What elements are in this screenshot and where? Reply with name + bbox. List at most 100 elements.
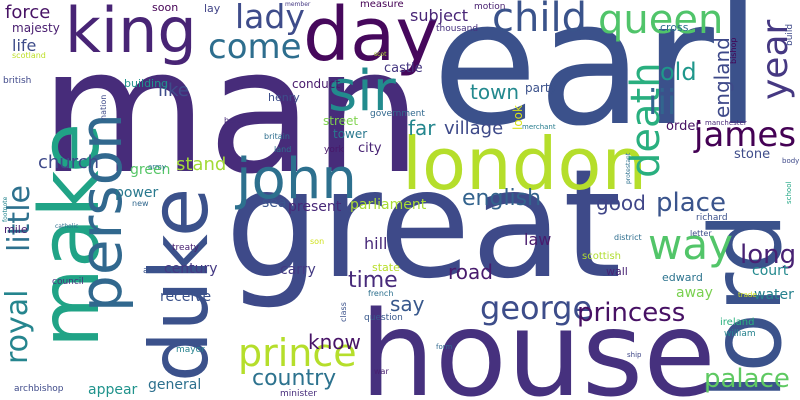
word-stone: stone bbox=[734, 147, 771, 162]
word-way: way bbox=[648, 220, 733, 269]
word-say: say bbox=[390, 292, 425, 316]
word-receive: receive bbox=[160, 289, 212, 305]
word-party: party bbox=[525, 81, 557, 95]
word-green: green bbox=[130, 162, 171, 178]
word-form: form bbox=[436, 343, 453, 351]
word-scot: scot bbox=[374, 51, 387, 58]
word-british: british bbox=[3, 76, 32, 86]
word-power: power bbox=[115, 185, 159, 201]
word-road: road bbox=[448, 260, 493, 284]
word-baron: baron bbox=[224, 116, 248, 125]
word-good: good bbox=[596, 191, 646, 215]
word-scottish: scottish bbox=[582, 251, 621, 262]
word-tower: tower bbox=[333, 127, 368, 141]
word-princess: princess bbox=[577, 298, 686, 328]
word-footnote: footnote bbox=[2, 196, 9, 222]
word-ship: ship bbox=[627, 351, 642, 359]
word-army: army bbox=[148, 163, 167, 171]
word-lady: lady bbox=[235, 0, 305, 36]
word-mile: mile bbox=[4, 223, 28, 236]
word-new: new bbox=[132, 199, 149, 208]
word-queen: queen bbox=[598, 0, 724, 43]
word-war: war bbox=[374, 367, 389, 376]
word-district: district bbox=[614, 233, 642, 242]
word-minister: minister bbox=[280, 389, 317, 399]
word-subject: subject bbox=[410, 6, 468, 25]
word-william: william bbox=[724, 329, 756, 339]
word-court: court bbox=[752, 263, 789, 279]
word-come: come bbox=[208, 27, 302, 67]
word-merchant: merchant bbox=[522, 123, 556, 131]
word-son: son bbox=[310, 237, 325, 246]
word-parliament: parliament bbox=[350, 197, 427, 213]
word-sea: sea bbox=[262, 195, 287, 211]
word-appear: appear bbox=[88, 382, 138, 398]
word-britain: britain bbox=[264, 132, 290, 141]
word-force: force bbox=[5, 2, 51, 23]
word-wall: wall bbox=[606, 265, 628, 278]
word-john: john bbox=[236, 147, 357, 212]
word-conduct: conduct bbox=[292, 77, 341, 91]
word-nation: nation bbox=[99, 94, 108, 120]
word-soon: soon bbox=[152, 1, 179, 14]
word-house: house bbox=[360, 285, 716, 400]
word-york: york bbox=[324, 145, 344, 155]
word-order: order bbox=[666, 119, 701, 134]
word-place: place bbox=[656, 188, 726, 218]
word-george: george bbox=[480, 289, 593, 327]
word-edward: edward bbox=[662, 271, 703, 284]
word-time: time bbox=[348, 268, 398, 293]
word-mayor: mayor bbox=[176, 345, 205, 355]
word-manchester: manchester bbox=[705, 119, 747, 127]
word-class: class bbox=[339, 302, 348, 322]
word-catholic: catholic bbox=[55, 223, 79, 230]
word-life: life bbox=[12, 36, 37, 55]
word-building: building bbox=[124, 77, 169, 90]
word-present: present bbox=[288, 199, 342, 215]
word-french: french bbox=[368, 289, 394, 298]
word-council: council bbox=[52, 277, 84, 287]
word-majesty: majesty bbox=[12, 21, 60, 35]
word-man: man bbox=[40, 11, 422, 212]
word-prince: prince bbox=[238, 331, 357, 375]
word-town: town bbox=[470, 80, 520, 104]
word-iii: iii bbox=[648, 83, 677, 123]
word-castle: castle bbox=[384, 61, 423, 76]
word-motion: motion bbox=[474, 2, 506, 12]
word-ireland: ireland bbox=[720, 317, 755, 328]
word-state: state bbox=[372, 261, 400, 274]
word-church: church bbox=[38, 152, 100, 173]
word-henry: henry bbox=[268, 91, 300, 104]
word-water: water bbox=[754, 287, 794, 303]
word-king: king bbox=[65, 0, 197, 67]
word-like: like bbox=[158, 80, 189, 101]
word-lay: lay bbox=[204, 2, 221, 15]
word-law: law bbox=[524, 230, 552, 249]
word-cross: cross bbox=[660, 21, 689, 34]
word-english: english bbox=[462, 186, 542, 211]
word-land: land bbox=[274, 145, 292, 154]
word-century: century bbox=[164, 261, 218, 277]
word-hill: hill bbox=[364, 234, 388, 253]
word-archbishop: archbishop bbox=[14, 384, 64, 394]
word-away: away bbox=[676, 285, 713, 301]
word-long: long bbox=[740, 240, 797, 270]
word-royal: royal bbox=[0, 289, 35, 364]
word-street: street bbox=[323, 114, 359, 128]
word-city: city bbox=[358, 141, 382, 156]
word-old: old bbox=[660, 58, 697, 86]
word-carry: carry bbox=[280, 262, 316, 278]
word-question: question bbox=[364, 313, 403, 323]
word-school: school bbox=[785, 181, 793, 204]
word-day: day bbox=[303, 0, 440, 78]
word-letter: letter bbox=[690, 229, 712, 238]
word-child: child bbox=[492, 0, 587, 41]
word-james: james bbox=[694, 115, 797, 155]
word-bishop: bishop bbox=[729, 37, 738, 64]
word-sir: sir bbox=[328, 59, 396, 124]
word-government: government bbox=[370, 109, 425, 119]
word-act: act bbox=[143, 266, 157, 276]
word-build: build bbox=[785, 23, 795, 46]
word-treaty: treaty bbox=[172, 243, 199, 253]
